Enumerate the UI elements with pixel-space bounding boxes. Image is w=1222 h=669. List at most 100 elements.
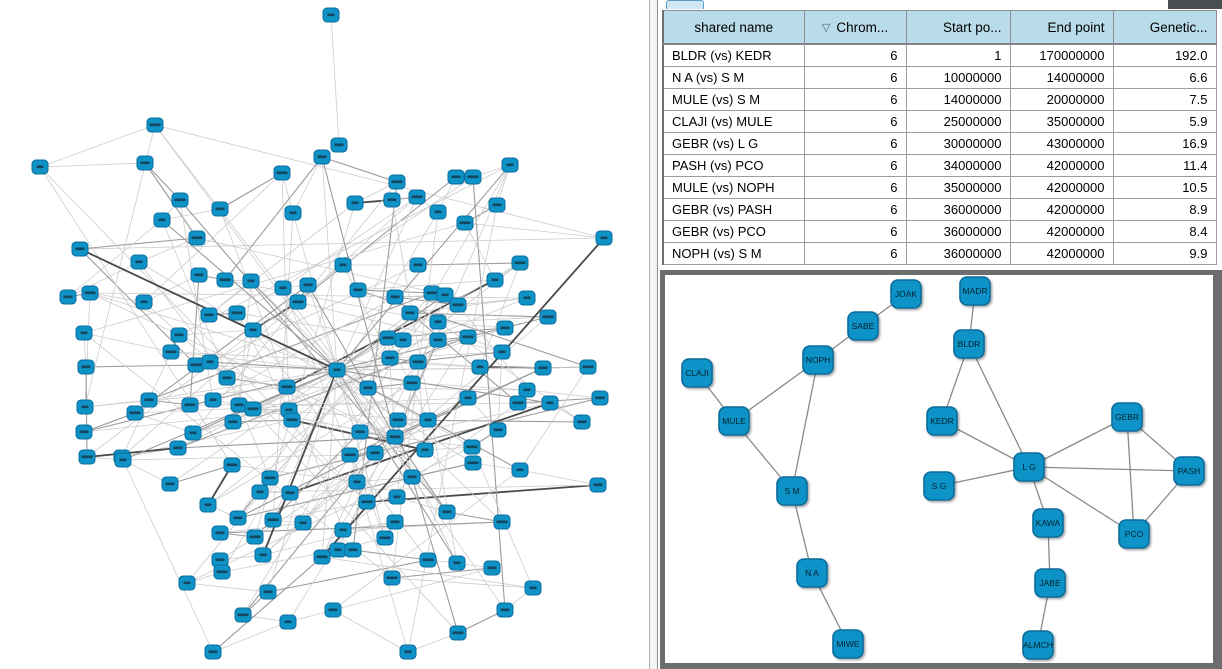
network-node[interactable] — [399, 644, 417, 660]
network-node[interactable] — [162, 344, 180, 360]
network-node[interactable] — [259, 584, 277, 600]
network-node[interactable] — [146, 117, 164, 133]
cell-shared-name[interactable]: PASH (vs) PCO — [662, 154, 805, 177]
network-node-PCO[interactable]: PCO — [1118, 519, 1150, 549]
cell-value[interactable]: 6 — [803, 154, 907, 177]
network-node-GEBR[interactable]: GEBR — [1111, 402, 1143, 432]
network-node[interactable] — [200, 307, 218, 323]
network-node[interactable] — [273, 165, 291, 181]
network-node[interactable] — [201, 354, 219, 370]
network-node[interactable] — [408, 189, 426, 205]
table-row[interactable]: GEBR (vs) PASH 6 36000000 42000000 8.9 — [662, 198, 1217, 221]
network-node[interactable] — [449, 297, 467, 313]
cell-value[interactable]: 14000000 — [905, 88, 1011, 111]
column-header-shared-name[interactable]: shared name — [662, 10, 805, 45]
network-node-SG[interactable]: S G — [923, 471, 955, 501]
network-node[interactable] — [344, 542, 362, 558]
network-node[interactable] — [429, 314, 447, 330]
network-node[interactable] — [169, 440, 187, 456]
network-node[interactable] — [328, 362, 346, 378]
table-panel-tab[interactable] — [666, 0, 704, 9]
network-node-MIWE[interactable]: MIWE — [832, 629, 864, 659]
cell-value[interactable]: 6 — [803, 88, 907, 111]
network-node[interactable] — [381, 350, 399, 366]
network-node[interactable] — [75, 424, 93, 440]
network-node[interactable] — [341, 447, 359, 463]
network-node[interactable] — [216, 272, 234, 288]
network-node[interactable] — [518, 382, 536, 398]
cell-value[interactable]: 42000000 — [1009, 154, 1114, 177]
cell-value[interactable]: 6 — [803, 66, 907, 89]
network-node[interactable] — [496, 602, 514, 618]
network-node[interactable] — [274, 280, 292, 296]
network-node[interactable] — [334, 522, 352, 538]
network-node[interactable] — [366, 445, 384, 461]
cell-value[interactable]: 6 — [803, 198, 907, 221]
network-node-CLAJI[interactable]: CLAJI — [681, 358, 713, 388]
cell-shared-name[interactable]: MULE (vs) NOPH — [662, 176, 805, 199]
network-node[interactable] — [449, 625, 467, 641]
network-node[interactable] — [376, 530, 394, 546]
cell-shared-name[interactable]: GEBR (vs) L G — [662, 132, 805, 155]
network-node[interactable] — [153, 212, 171, 228]
network-node[interactable] — [218, 370, 236, 386]
column-header-chrom---[interactable]: ▽ Chrom... — [803, 10, 907, 45]
network-node[interactable] — [229, 510, 247, 526]
cell-value[interactable]: 30000000 — [905, 132, 1011, 155]
network-node[interactable] — [251, 484, 269, 500]
network-node[interactable] — [459, 390, 477, 406]
network-node[interactable] — [456, 215, 474, 231]
cell-value[interactable]: 10000000 — [905, 66, 1011, 89]
network-node[interactable] — [403, 469, 421, 485]
network-node[interactable] — [591, 390, 609, 406]
network-node[interactable] — [389, 412, 407, 428]
table-row[interactable]: MULE (vs) NOPH 6 35000000 42000000 10.5 — [662, 176, 1217, 199]
network-node[interactable] — [228, 305, 246, 321]
network-node[interactable] — [31, 159, 49, 175]
network-node[interactable] — [244, 322, 262, 338]
network-node[interactable] — [213, 564, 231, 580]
network-node[interactable] — [211, 552, 229, 568]
network-node-NA[interactable]: N A — [796, 558, 828, 588]
cell-shared-name[interactable]: GEBR (vs) PASH — [662, 198, 805, 221]
network-node[interactable] — [171, 192, 189, 208]
network-node[interactable] — [388, 489, 406, 505]
network-node[interactable] — [211, 201, 229, 217]
network-node[interactable] — [136, 155, 154, 171]
network-node-LG[interactable]: L G — [1013, 452, 1045, 482]
network-node[interactable] — [75, 325, 93, 341]
cell-value[interactable]: 36000000 — [905, 242, 1011, 265]
network-node[interactable] — [264, 512, 282, 528]
network-node[interactable] — [429, 204, 447, 220]
network-node[interactable] — [281, 485, 299, 501]
network-node-PASH[interactable]: PASH — [1173, 456, 1205, 486]
network-node[interactable] — [279, 614, 297, 630]
network-node[interactable] — [448, 555, 466, 571]
cell-value[interactable]: 34000000 — [905, 154, 1011, 177]
cell-value[interactable]: 170000000 — [1009, 43, 1114, 67]
network-node[interactable] — [78, 449, 96, 465]
network-node[interactable] — [447, 169, 465, 185]
network-node-JABE[interactable]: JABE — [1034, 568, 1066, 598]
table-row[interactable]: NOPH (vs) S M 6 36000000 42000000 9.9 — [662, 242, 1217, 265]
network-node-BLDR[interactable]: BLDR — [953, 329, 985, 359]
network-node-JOAK[interactable]: JOAK — [890, 279, 922, 309]
cell-value[interactable]: 36000000 — [905, 198, 1011, 221]
network-node[interactable] — [541, 395, 559, 411]
cell-value[interactable]: 16.9 — [1112, 132, 1217, 155]
network-node-NOPH[interactable]: NOPH — [802, 345, 834, 375]
cell-value[interactable]: 25000000 — [905, 110, 1011, 133]
network-node[interactable] — [77, 359, 95, 375]
network-node[interactable] — [81, 285, 99, 301]
network-node[interactable] — [330, 137, 348, 153]
network-node[interactable] — [246, 529, 264, 545]
network-node[interactable] — [489, 422, 507, 438]
network-node[interactable] — [388, 174, 406, 190]
cell-value[interactable]: 42000000 — [1009, 220, 1114, 243]
network-node[interactable] — [59, 289, 77, 305]
network-node[interactable] — [386, 429, 404, 445]
network-node[interactable] — [518, 290, 536, 306]
network-node[interactable] — [71, 241, 89, 257]
network-node[interactable] — [190, 267, 208, 283]
cell-value[interactable]: 8.4 — [1112, 220, 1217, 243]
